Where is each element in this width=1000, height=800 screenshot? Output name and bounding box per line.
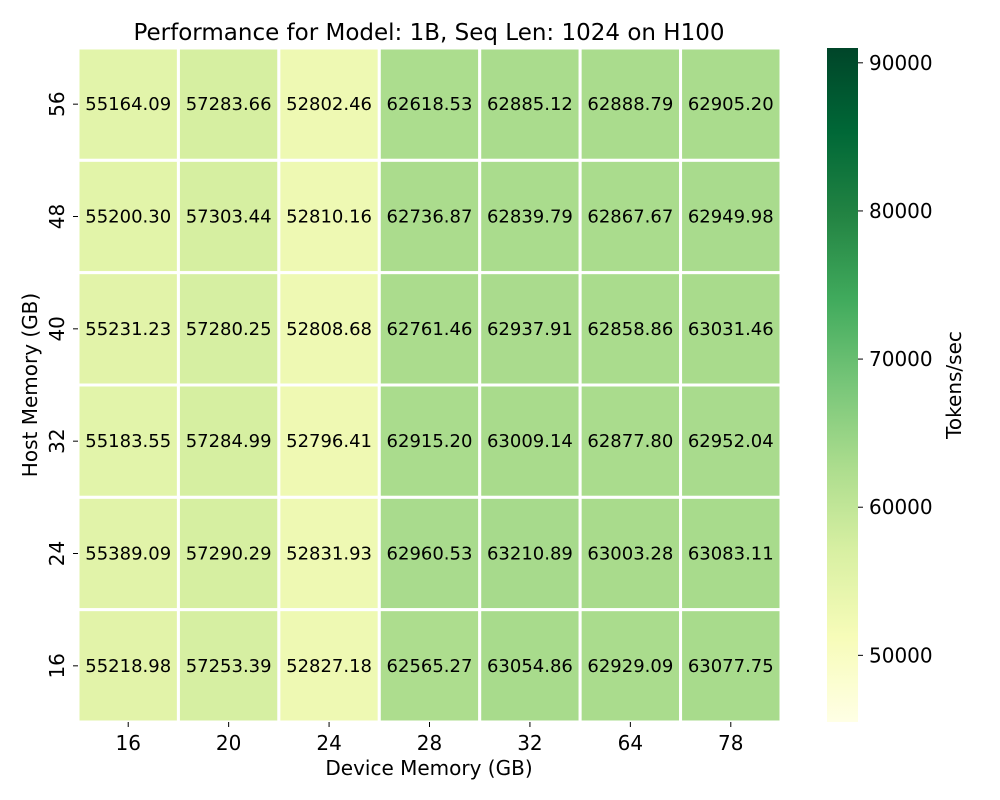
colorbar-ticks: 50000 60000 70000 80000 90000 <box>858 51 933 667</box>
cell-value-label: 62885.12 <box>487 94 573 115</box>
y-tick-label: 32 <box>45 428 69 453</box>
y-tick-label: 24 <box>45 541 69 566</box>
x-tick-label: 24 <box>316 731 341 755</box>
cell-value-label: 55218.98 <box>85 656 171 677</box>
cell-value-label: 52810.16 <box>286 207 372 228</box>
cell-value-label: 57284.99 <box>186 431 272 452</box>
colorbar-tick-label: 60000 <box>869 495 933 519</box>
heatmap-cell <box>679 271 783 387</box>
y-axis-label: Host Memory (GB) <box>18 293 42 477</box>
x-axis-label: Device Memory (GB) <box>325 756 532 780</box>
colorbar-tick-label: 50000 <box>869 643 933 667</box>
x-tick-label: 64 <box>618 731 643 755</box>
heatmap-cell <box>76 383 180 499</box>
cell-value-label: 62839.79 <box>487 207 573 228</box>
cell-value-label: 62618.53 <box>387 94 473 115</box>
cell-value-label: 62915.20 <box>387 431 473 452</box>
heatmap-cell <box>377 271 482 387</box>
heatmap-cell <box>578 383 683 499</box>
heatmap-cell <box>176 271 281 387</box>
heatmap-cell <box>578 271 683 387</box>
heatmap-cell <box>176 608 281 724</box>
x-tick-label: 20 <box>216 731 241 755</box>
cell-value-label: 62877.80 <box>587 431 673 452</box>
cell-value-label: 62761.46 <box>387 319 473 340</box>
heatmap-cell <box>679 158 783 275</box>
heatmap-cell <box>76 495 180 612</box>
heatmap-cell <box>679 383 783 499</box>
cell-value-label: 55200.30 <box>85 207 171 228</box>
cell-value-label: 52827.18 <box>286 656 372 677</box>
x-tick-label: 16 <box>115 731 140 755</box>
cell-value-label: 63054.86 <box>487 656 573 677</box>
cell-value-label: 62937.91 <box>487 319 573 340</box>
y-tick-label: 16 <box>45 653 69 678</box>
chart-title: Performance for Model: 1B, Seq Len: 1024… <box>133 20 724 46</box>
cell-value-label: 62858.86 <box>587 319 673 340</box>
colorbar-label: Tokens/sec <box>942 331 966 440</box>
cell-value-label: 57283.66 <box>186 94 272 115</box>
heatmap-cell <box>478 271 582 387</box>
cell-value-label: 62929.09 <box>587 656 673 677</box>
cell-value-label: 62888.79 <box>587 94 673 115</box>
cell-value-label: 63077.75 <box>688 656 774 677</box>
colorbar-tick-label: 80000 <box>869 199 933 223</box>
x-tick-label: 28 <box>417 731 442 755</box>
x-tick-labels: 16 20 24 28 32 64 78 <box>115 722 744 755</box>
cell-value-label: 52808.68 <box>286 319 372 340</box>
colorbar-tick-label: 90000 <box>869 51 933 75</box>
cell-value-label: 62960.53 <box>387 544 473 565</box>
heatmap-cell <box>679 608 783 724</box>
cell-value-label: 62952.04 <box>688 431 774 452</box>
cell-value-label: 63210.89 <box>487 544 573 565</box>
cell-value-label: 55183.55 <box>85 431 171 452</box>
x-tick-label: 32 <box>517 731 542 755</box>
heatmap-cell <box>478 158 582 275</box>
heatmap-cell <box>277 271 381 387</box>
y-tick-label: 48 <box>45 204 69 229</box>
cell-value-label: 63031.46 <box>688 319 774 340</box>
heatmap-cell <box>176 383 281 499</box>
cell-value-label: 57280.25 <box>186 319 272 340</box>
cell-value-label: 62867.67 <box>587 207 673 228</box>
cell-value-label: 62565.27 <box>387 656 473 677</box>
cell-value-label: 63003.28 <box>587 544 673 565</box>
y-tick-label: 40 <box>45 316 69 341</box>
cell-value-label: 62736.87 <box>387 207 473 228</box>
colorbar <box>827 48 858 722</box>
cell-value-label: 57290.29 <box>186 544 272 565</box>
cell-value-label: 63083.11 <box>688 544 774 565</box>
heatmap-cell <box>578 46 683 162</box>
cell-value-label: 55164.09 <box>85 94 171 115</box>
x-tick-label: 78 <box>718 731 743 755</box>
cell-value-label: 52802.46 <box>286 94 372 115</box>
cell-value-label: 55231.23 <box>85 319 171 340</box>
cell-value-label: 62905.20 <box>688 94 774 115</box>
heatmap-cells: 55164.09 57283.66 52802.46 62618.53 62885.12… <box>76 46 783 724</box>
heatmap-cell <box>277 158 381 275</box>
heatmap-cell <box>176 46 281 162</box>
cell-value-label: 55389.09 <box>85 544 171 565</box>
cell-value-label: 52831.93 <box>286 544 372 565</box>
cell-value-label: 57303.44 <box>186 207 272 228</box>
cell-value-label: 52796.41 <box>286 431 372 452</box>
heatmap-cell <box>76 608 180 724</box>
cell-value-label: 57253.39 <box>186 656 272 677</box>
cell-value-label: 62949.98 <box>688 207 774 228</box>
y-tick-label: 56 <box>45 91 69 116</box>
y-tick-labels: 56 48 40 32 24 16 <box>45 91 78 679</box>
cell-value-label: 63009.14 <box>487 431 573 452</box>
heatmap-cell <box>277 495 381 612</box>
colorbar-tick-label: 70000 <box>869 347 933 371</box>
